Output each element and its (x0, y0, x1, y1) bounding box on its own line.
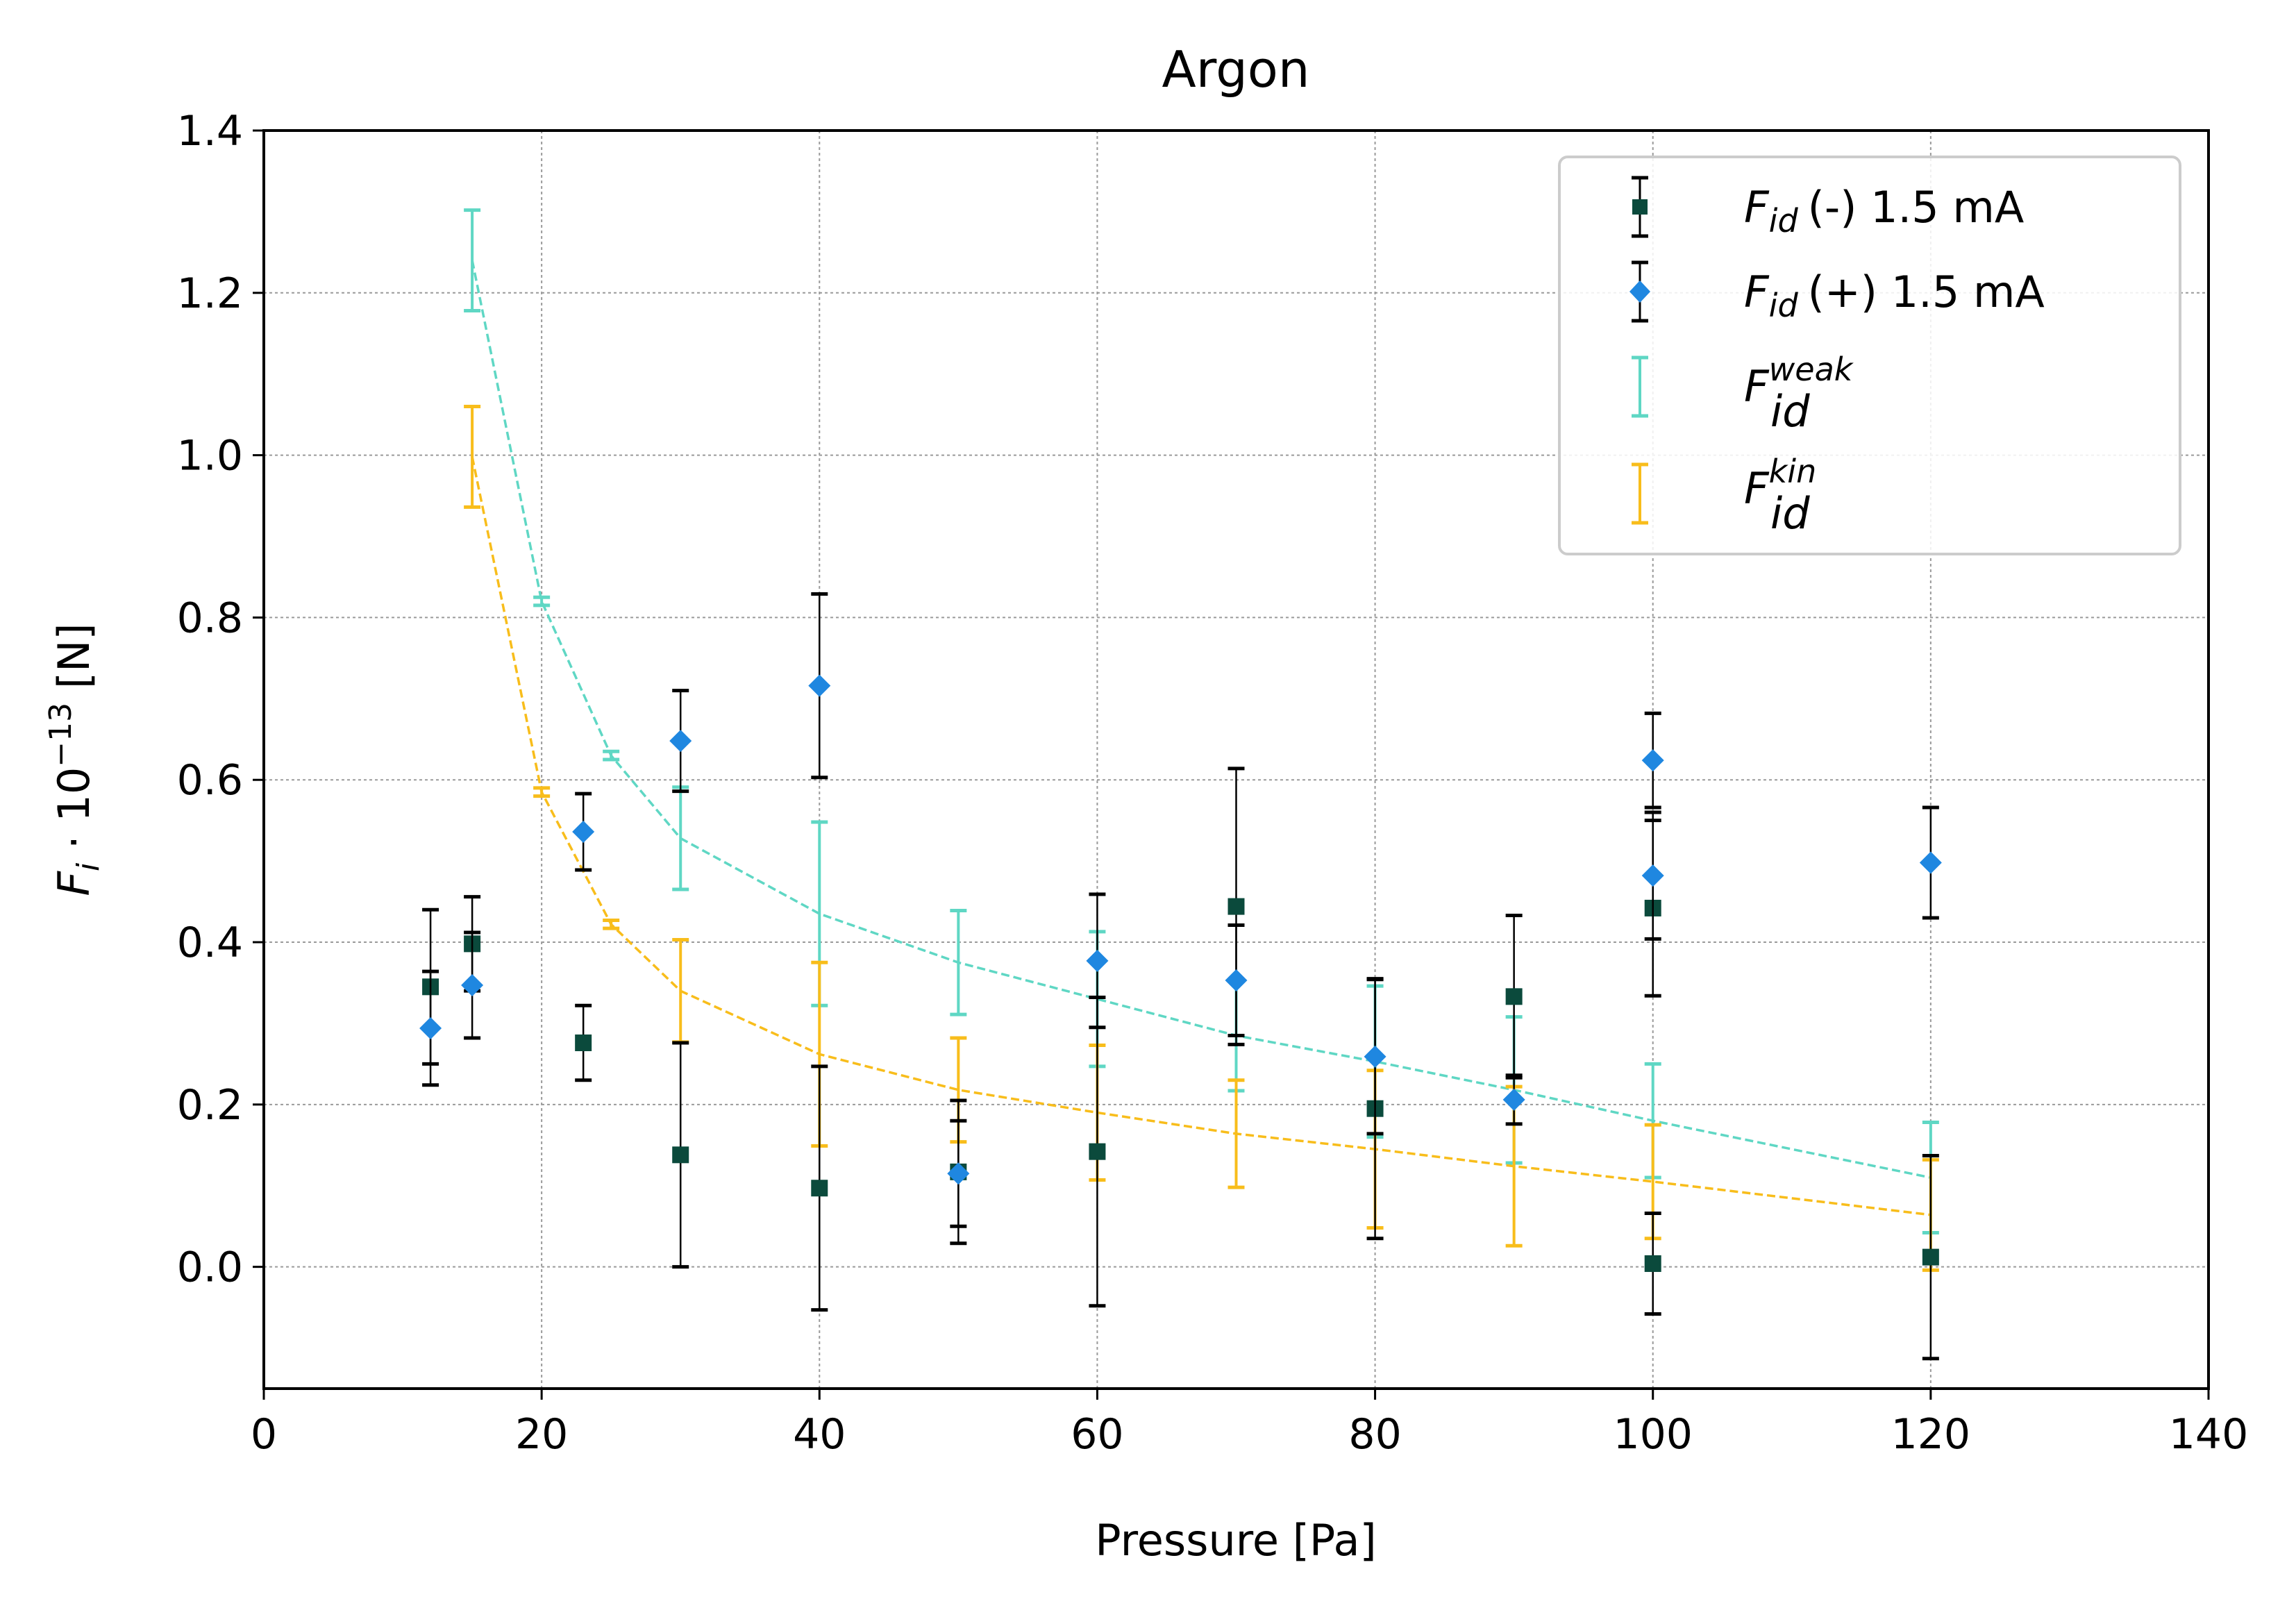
error-bar (1227, 1078, 1245, 1189)
x-tick-label: 60 (1071, 1410, 1123, 1459)
error-bar (464, 404, 481, 509)
legend-marker-fid-plus (1629, 260, 1650, 323)
x-tick-label: 0 (251, 1410, 277, 1459)
x-tick-label: 100 (1613, 1410, 1693, 1459)
data-point-square (672, 1146, 689, 1164)
legend-label-fid-minus: (-) 1.5 mA (1808, 182, 2025, 233)
legend: Fid (-) 1.5 mA Fid (+) 1.5 mA (1558, 156, 2181, 555)
legend-label-sub: id (1769, 287, 1799, 324)
data-point-square (1644, 1255, 1661, 1272)
chart-title: Argon (1162, 40, 1310, 99)
y-axis-label-unit: [N] (49, 623, 99, 702)
data-point-diamond (808, 674, 831, 697)
y-axis-label-main: F (49, 871, 99, 896)
x-tick-label: 120 (1891, 1410, 1971, 1459)
error-bar (533, 595, 551, 608)
series-line (471, 456, 1932, 1216)
error-bar (533, 786, 551, 798)
data-point-diamond (419, 1016, 442, 1039)
y-tick-label: 0.2 (177, 1081, 243, 1130)
x-axis-label: Pressure [Pa] (1095, 1515, 1376, 1566)
data-point-square (1922, 1248, 1939, 1266)
legend-marker-fid-kin (1632, 462, 1648, 525)
data-point-diamond (1225, 969, 1248, 991)
legend-label-sub: id (1770, 386, 1810, 437)
legend-frame (1558, 156, 2181, 555)
data-point-diamond (461, 973, 484, 996)
data-point-diamond (1502, 1088, 1525, 1111)
svg-text:Fi · 10−13 [N]: Fi · 10−13 [N] (43, 623, 106, 896)
x-tick-label: 40 (793, 1410, 846, 1459)
legend-label-sup: weak (1769, 351, 1854, 388)
svg-text:Fkin: Fkin (1744, 453, 1816, 514)
svg-text:Fid(+) 1.5 mA: Fid (+) 1.5 mA (1744, 267, 2045, 324)
data-point-square (811, 1180, 828, 1197)
y-tick-label: 0.8 (177, 594, 243, 642)
data-point-square (1089, 1143, 1106, 1160)
y-tick-label: 0.6 (177, 756, 243, 805)
error-bar (464, 208, 481, 313)
data-point-diamond (1086, 949, 1109, 972)
legend-label-main: F (1744, 182, 1770, 233)
data-point-square (575, 1034, 592, 1051)
y-axis-label-sub: i (71, 862, 106, 871)
data-point-diamond (669, 730, 692, 753)
data-point-diamond (947, 1162, 970, 1185)
data-point-diamond (1364, 1045, 1386, 1068)
y-tick-label: 0.0 (177, 1243, 243, 1292)
legend-label-main: F (1744, 361, 1770, 412)
legend-label-sup: kin (1769, 453, 1817, 490)
data-point-diamond (1641, 864, 1664, 887)
data-point-square (1505, 988, 1523, 1005)
legend-entry-fid-minus: Fid (-) 1.5 mA (1632, 176, 2024, 240)
legend-marker-fid-minus (1632, 176, 1648, 238)
legend-label-main: F (1744, 267, 1770, 317)
series-fid-plus (419, 592, 1942, 1228)
error-bar (603, 918, 620, 930)
axis-layer: 0 20 40 60 80 100 120 140 0.0 0.2 0.4 0.6 0.8 1.0 1.2 1… (177, 107, 2249, 1459)
error-bar (950, 908, 967, 1016)
y-axis-label: Fi · 10−13 [N] (43, 623, 106, 896)
data-point-diamond (572, 821, 595, 844)
svg-text:Fweak: Fweak (1744, 351, 1854, 412)
y-tick-label: 0.4 (177, 919, 243, 967)
y-axis-label-exp: −13 (43, 703, 78, 767)
data-point-square (1227, 898, 1245, 915)
x-tick-label: 140 (2169, 1410, 2249, 1459)
x-tick-label: 80 (1348, 1410, 1401, 1459)
legend-entry-fid-plus: Fid (+) 1.5 mA (1629, 260, 2045, 324)
legend-label-sub: id (1769, 202, 1799, 240)
series-line (471, 260, 1932, 1179)
y-tick-label: 1.4 (177, 107, 243, 156)
y-axis-label-rest: · 10 (49, 767, 99, 863)
y-tick-label: 1.0 (177, 432, 243, 480)
legend-label-sub: id (1770, 488, 1810, 539)
y-tick-label: 1.2 (177, 269, 243, 318)
legend-entry-fid-weak: Fweak id (1632, 351, 1854, 437)
x-tick-label: 20 (515, 1410, 568, 1459)
legend-marker-fid-weak (1632, 355, 1648, 418)
legend-entry-fid-kin: Fkin id (1632, 453, 1816, 539)
data-point-diamond (1919, 851, 1942, 874)
svg-text:Fid(-) 1.5 mA: Fid (-) 1.5 mA (1744, 182, 2024, 240)
legend-label-main: F (1744, 463, 1770, 514)
data-point-diamond (1641, 749, 1664, 772)
legend-label-fid-plus: (+) 1.5 mA (1808, 267, 2045, 317)
plot-frame (262, 129, 2210, 1390)
error-bar (603, 749, 620, 762)
series-layer (419, 208, 1942, 1361)
